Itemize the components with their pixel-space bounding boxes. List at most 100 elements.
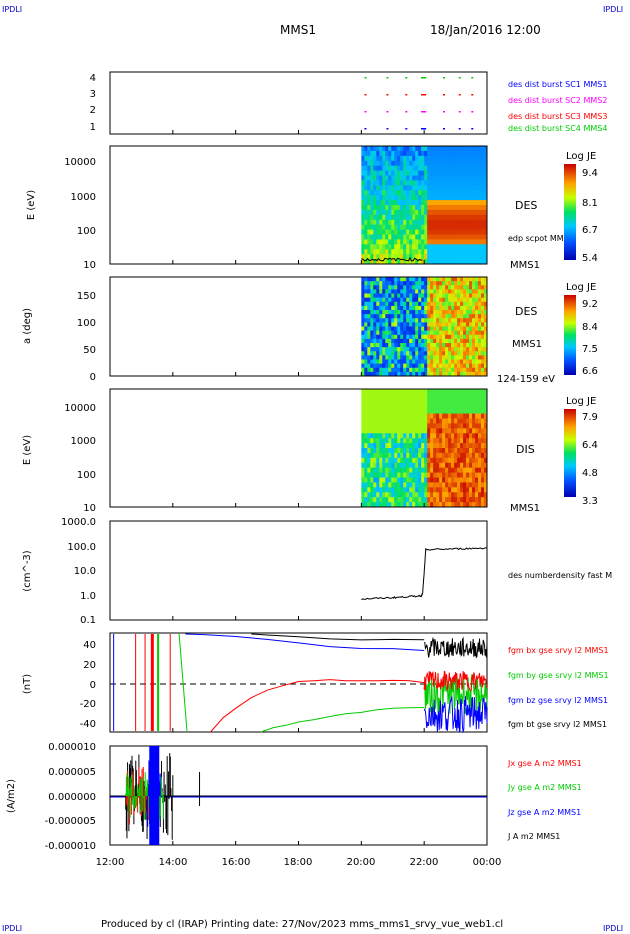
- heatmap-cell: [478, 363, 482, 369]
- heatmap-cell: [397, 351, 401, 356]
- heatmap-cell: [433, 170, 437, 176]
- heatmap-cell: [397, 477, 401, 483]
- heatmap-cell: [457, 234, 461, 240]
- heatmap-cell: [433, 371, 437, 377]
- heatmap-cell: [397, 403, 401, 410]
- heatmap-cell: [466, 363, 470, 369]
- heatmap-cell: [442, 452, 446, 459]
- heatmap-cell: [478, 371, 482, 377]
- heatmap-cell: [424, 277, 428, 282]
- heatmap-cell: [439, 398, 443, 405]
- heatmap-cell: [385, 244, 389, 250]
- heatmap-cell: [421, 448, 425, 454]
- heatmap-cell: [433, 330, 437, 336]
- heatmap-cell: [403, 462, 407, 469]
- heatmap-cell: [409, 403, 413, 410]
- heatmap-cell: [472, 170, 476, 176]
- heatmap-cell: [439, 351, 443, 356]
- heatmap-cell: [379, 229, 383, 235]
- heatmap-cell: [418, 150, 422, 157]
- heatmap-cell: [433, 219, 437, 226]
- heatmap-cell: [397, 359, 401, 365]
- heatmap-cell: [391, 155, 395, 162]
- heatmap-cell: [370, 297, 374, 303]
- heatmap-cell: [409, 175, 413, 181]
- heatmap-cell: [463, 326, 467, 332]
- heatmap-cell: [415, 403, 419, 410]
- heatmap-cell: [427, 293, 431, 299]
- burst-mark: [386, 77, 389, 79]
- heatmap-cell: [475, 367, 479, 373]
- b-legend-bt: fgm bt gse srvy l2 MMS1: [508, 720, 607, 729]
- heatmap-cell: [361, 448, 365, 454]
- bfield-turbulence: [423, 674, 488, 715]
- dis-colorbar: [564, 409, 576, 497]
- heatmap-cell: [445, 355, 449, 360]
- heatmap-cell: [370, 301, 374, 307]
- heatmap-cell: [442, 214, 446, 221]
- heatmap-cell: [484, 185, 488, 191]
- heatmap-cell: [475, 347, 479, 352]
- heatmap-cell: [406, 209, 410, 216]
- heatmap-cell: [364, 487, 368, 493]
- heatmap-cell: [367, 413, 371, 419]
- heatmap-cell: [478, 355, 482, 360]
- heatmap-cell: [466, 326, 470, 332]
- heatmap-cell: [400, 472, 404, 478]
- heatmap-cell: [439, 314, 443, 319]
- heatmap-cell: [478, 310, 482, 315]
- heatmap-cell: [391, 347, 395, 352]
- heatmap-cell: [445, 367, 449, 373]
- heatmap-cell: [376, 389, 380, 395]
- heatmap-cell: [442, 219, 446, 226]
- heatmap-cell: [418, 244, 422, 250]
- heatmap-cell: [445, 214, 449, 221]
- heatmap-cell: [481, 285, 485, 290]
- heatmap-cell: [481, 289, 485, 294]
- heatmap-cell: [475, 195, 479, 201]
- heatmap-cell: [385, 363, 389, 369]
- heatmap-cell: [472, 301, 476, 307]
- heatmap-cell: [388, 244, 392, 250]
- heatmap-cell: [466, 150, 470, 157]
- heatmap-cell: [424, 398, 428, 405]
- heatmap-cell: [382, 472, 386, 478]
- heatmap-cell: [448, 165, 452, 171]
- heatmap-cell: [448, 314, 452, 319]
- heatmap-cell: [457, 318, 461, 323]
- heatmap-cell: [451, 285, 455, 290]
- heatmap-cell: [403, 334, 407, 340]
- heatmap-cell: [463, 190, 467, 196]
- burst-legend-sc2: des dist burst SC2 MMS2: [508, 96, 607, 105]
- j-ytick-m5: -0.000005: [45, 816, 96, 827]
- heatmap-cell: [418, 393, 422, 400]
- heatmap-cell: [439, 190, 443, 196]
- heatmap-cell: [427, 433, 431, 439]
- heatmap-cell: [424, 452, 428, 459]
- heatmap-cell: [406, 205, 410, 211]
- heatmap-cell: [409, 355, 413, 360]
- heatmap-cell: [472, 190, 476, 196]
- heatmap-cell: [439, 389, 443, 395]
- heatmap-cell: [370, 160, 374, 167]
- heatmap-cell: [439, 150, 443, 157]
- heatmap-cell: [421, 175, 425, 181]
- heatmap-cell: [421, 371, 425, 377]
- heatmap-cell: [472, 318, 476, 323]
- heatmap-cell: [397, 318, 401, 323]
- heatmap-cell: [442, 351, 446, 356]
- burst-mark: [386, 128, 389, 130]
- heatmap-cell: [364, 389, 368, 395]
- heatmap-cell: [379, 408, 383, 414]
- heatmap-cell: [400, 448, 404, 454]
- heatmap-cell: [454, 457, 458, 464]
- heatmap-cell: [478, 180, 482, 186]
- heatmap-cell: [472, 334, 476, 340]
- heatmap-cell: [430, 371, 434, 377]
- heatmap-cell: [394, 310, 398, 315]
- heatmap-cell: [376, 457, 380, 464]
- heatmap-cell: [445, 310, 449, 315]
- heatmap-cell: [445, 314, 449, 319]
- heatmap-cell: [403, 254, 407, 260]
- heatmap-cell: [481, 398, 485, 405]
